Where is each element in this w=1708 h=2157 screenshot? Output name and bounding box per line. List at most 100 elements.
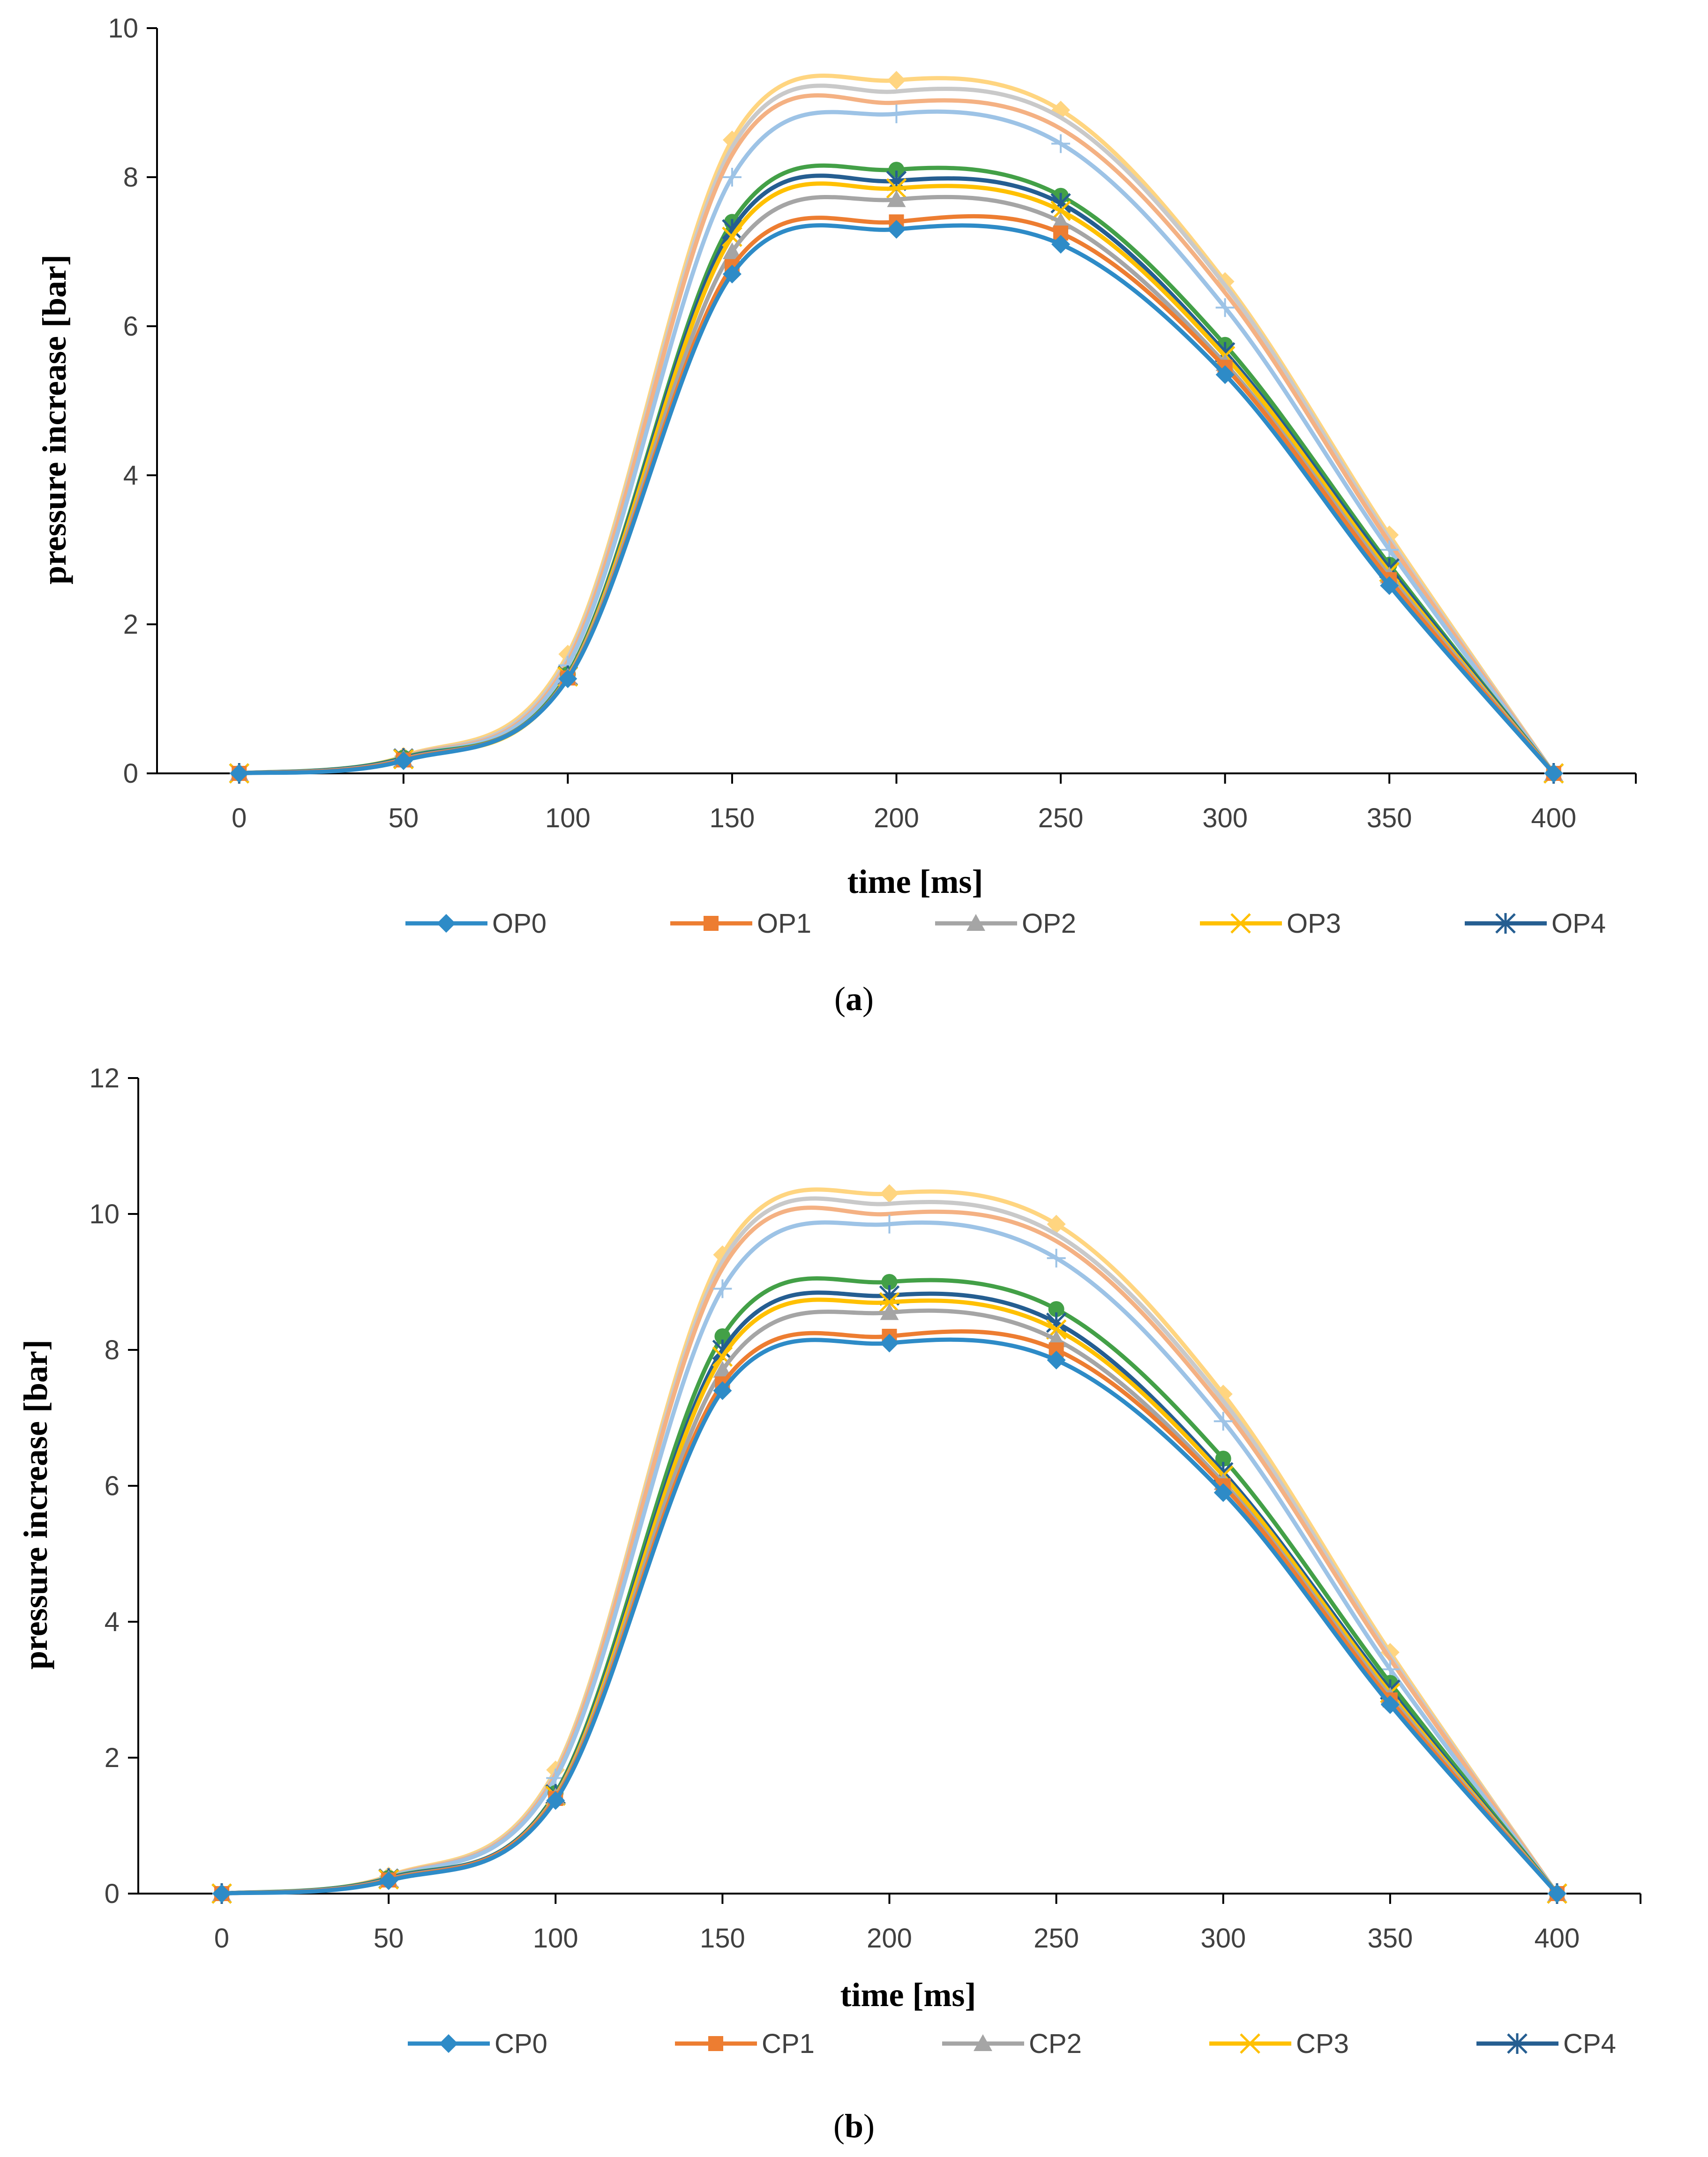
series-op3 (229, 178, 1564, 784)
x-tick-label: 50 (389, 803, 419, 833)
legend-item-op2: OP2 (935, 908, 1076, 939)
chart-panel-b: 0 2 4 6 8 10 12 0 50 100 150 200 250 300 350 400 time [m… (17, 1063, 1641, 2145)
data-point (394, 751, 413, 770)
y-tick-label: 12 (89, 1063, 120, 1093)
data-point (1214, 1483, 1233, 1502)
legend: OP0 OP1 OP2 OP3 OP4 (405, 908, 1606, 939)
series-cp2 (212, 1303, 1566, 1901)
data-point (1547, 1884, 1566, 1903)
x-tick-label: 250 (1034, 1923, 1079, 1954)
x-tick-label: 100 (545, 803, 591, 833)
x-tick-label: 0 (232, 803, 247, 833)
data-point (722, 242, 742, 259)
legend-label: CP0 (494, 2029, 547, 2059)
data-point (714, 1328, 731, 1344)
legend-label: OP1 (757, 908, 811, 939)
legend-label: OP3 (1287, 908, 1341, 939)
legend: CP0 CP1 CP2 CP3 CP4 (408, 2029, 1616, 2059)
legend-item-cp2: CP2 (942, 2029, 1082, 2059)
legend-label: OP4 (1551, 908, 1606, 939)
data-point (722, 168, 742, 187)
data-point (880, 1214, 899, 1234)
x-axis-title: time [ms] (847, 863, 983, 900)
legend-label: CP2 (1029, 2029, 1082, 2059)
series-line (239, 163, 1556, 776)
series-cp4 (211, 1285, 1567, 1904)
series-line (239, 181, 1556, 776)
x-tick-label: 100 (533, 1923, 578, 1954)
x-tick-label: 0 (214, 1923, 229, 1954)
x-tick-label: 300 (1202, 803, 1248, 833)
series-line (221, 1337, 1559, 1896)
data-point (1051, 212, 1071, 230)
series-unlabeled-5 (231, 162, 1562, 781)
series-line (239, 173, 1556, 776)
data-point (713, 1361, 732, 1378)
y-tick-label: 8 (123, 162, 138, 193)
legend-item-op4: OP4 (1465, 908, 1606, 939)
x-tick-label: 200 (867, 1923, 912, 1954)
series-group (211, 1184, 1567, 1904)
data-point (1047, 1350, 1066, 1370)
data-point (887, 71, 906, 90)
y-tick-label: 2 (123, 609, 138, 640)
data-point (1051, 134, 1071, 153)
x-tick-label: 200 (874, 803, 919, 833)
data-point (722, 264, 742, 284)
y-tick-label: 4 (105, 1607, 120, 1637)
data-point (1380, 1695, 1400, 1714)
data-point (546, 1791, 565, 1810)
data-point (212, 1884, 232, 1903)
series-line (221, 1276, 1559, 1896)
data-point (1048, 1301, 1064, 1317)
y-tick-label: 0 (123, 758, 138, 789)
series-unlabeled-5 (214, 1274, 1565, 1902)
data-point (879, 1292, 900, 1313)
panel-label: (b) (833, 2107, 875, 2145)
y-tick-label: 6 (123, 311, 138, 342)
data-point (1215, 1451, 1231, 1467)
legend-item-cp1: CP1 (675, 2029, 815, 2059)
data-point (1051, 235, 1071, 254)
data-point (887, 220, 906, 239)
x-axis-title: time [ms] (840, 1976, 976, 2014)
panel-label: (a) (834, 980, 874, 1018)
y-tick-label: 10 (108, 13, 138, 44)
x-tick-label: 250 (1038, 803, 1084, 833)
data-point (881, 1274, 898, 1290)
series-op4 (229, 170, 1564, 784)
series-line (221, 1329, 1559, 1896)
x-tick-label: 350 (1367, 803, 1412, 833)
data-point (379, 1871, 398, 1890)
data-point (1544, 764, 1563, 783)
x-tick-label: 150 (710, 803, 755, 833)
x-tick-label: 150 (700, 1923, 745, 1954)
data-point (886, 178, 907, 199)
legend-item-cp4: CP4 (1476, 2029, 1616, 2059)
series-line (239, 109, 1556, 776)
y-tick-label: 6 (105, 1471, 120, 1501)
x-tick-label: 400 (1531, 803, 1576, 833)
y-tick-label: 10 (89, 1199, 120, 1229)
y-tick-label: 4 (123, 460, 138, 491)
series-cp3 (211, 1292, 1567, 1904)
y-tick-label: 0 (105, 1879, 120, 1909)
y-tick-label: 2 (105, 1743, 120, 1773)
data-point (1214, 1412, 1233, 1431)
legend-label: CP1 (762, 2029, 815, 2059)
legend-item-cp3: CP3 (1209, 2029, 1349, 2059)
series-line (221, 1290, 1559, 1896)
data-point (558, 669, 577, 689)
x-tick-label: 50 (374, 1923, 404, 1954)
y-axis-title: pressure increase [bar] (36, 255, 73, 584)
data-point (880, 1184, 899, 1203)
series-op0 (230, 220, 1563, 783)
data-point (713, 1279, 732, 1298)
legend-item-op0: OP0 (405, 908, 547, 939)
data-point (1380, 576, 1399, 595)
series-op2 (230, 190, 1563, 781)
y-tick-label: 8 (105, 1335, 120, 1365)
